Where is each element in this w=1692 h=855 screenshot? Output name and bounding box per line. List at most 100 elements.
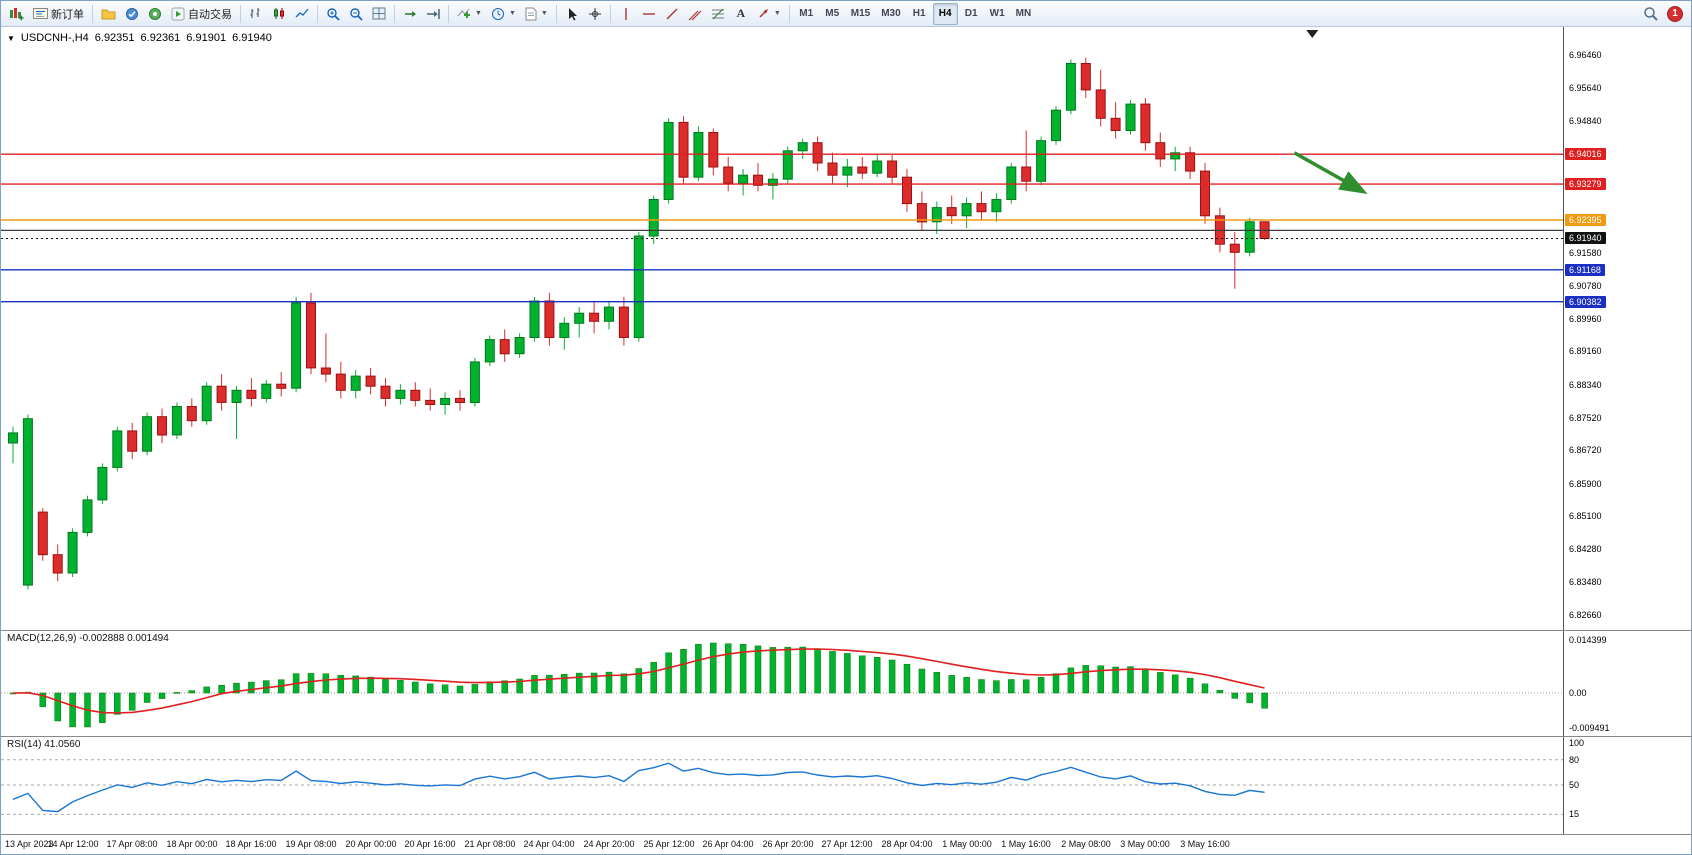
- tile-windows-button[interactable]: [368, 3, 390, 25]
- candlestick-type-button[interactable]: [268, 3, 290, 25]
- time-axis-label: 1 May 16:00: [1001, 839, 1051, 849]
- price-badge: 6.91940: [1565, 232, 1606, 244]
- search-button[interactable]: [1639, 3, 1662, 25]
- text-button[interactable]: A: [730, 3, 752, 25]
- price-badge: 6.90382: [1565, 296, 1606, 308]
- rsi-canvas[interactable]: [1, 737, 1563, 834]
- trendline-icon: [666, 8, 678, 19]
- timeframe-m5-button[interactable]: M5: [820, 3, 845, 25]
- price-badge: 6.91168: [1565, 264, 1605, 276]
- arrows-button[interactable]: ▼: [753, 3, 785, 25]
- auto-scroll-button[interactable]: [399, 3, 421, 25]
- new-chart-button[interactable]: [5, 3, 28, 25]
- price-axis-label: 6.96460: [1569, 50, 1602, 60]
- rsi-label: RSI(14) 41.0560: [7, 739, 81, 750]
- zoom-in-icon: [327, 7, 340, 21]
- collapse-triangle-icon: ▼: [7, 33, 15, 43]
- timeframe-w1-button[interactable]: W1: [985, 3, 1010, 25]
- toolbar-separator: [394, 4, 395, 23]
- auto-trading-button[interactable]: 自动交易: [167, 3, 236, 25]
- price-axis-label: 6.91580: [1569, 248, 1602, 258]
- crosshair-button[interactable]: [584, 3, 606, 25]
- horizontal-line-icon: [642, 12, 655, 15]
- cursor-button[interactable]: [561, 3, 583, 25]
- horizontal-line-button[interactable]: [638, 3, 660, 25]
- price-axis-label: 6.83480: [1569, 577, 1602, 587]
- templates-button[interactable]: ▼: [521, 3, 552, 25]
- rsi-axis-label: 100: [1569, 738, 1585, 748]
- timeframe-mn-button[interactable]: MN: [1011, 3, 1037, 25]
- periods-button[interactable]: ▼: [487, 3, 520, 25]
- timeframe-m15-button[interactable]: M15: [846, 3, 875, 25]
- candlestick-icon: [274, 8, 284, 19]
- rsi-value: 41.0560: [44, 739, 81, 750]
- price-chart-canvas[interactable]: [1, 27, 1563, 630]
- time-axis-label: 17 Apr 08:00: [106, 839, 158, 849]
- rsi-axis-label: 15: [1569, 809, 1580, 819]
- timeframe-m30-button[interactable]: M30: [876, 3, 905, 25]
- timeframe-h1-button[interactable]: H1: [907, 3, 932, 25]
- chart-shift-button[interactable]: [422, 3, 444, 25]
- rsi-axis[interactable]: 100 80 50 15: [1563, 737, 1691, 834]
- macd-axis-max: 0.014399: [1569, 635, 1607, 645]
- time-axis-label: 26 Apr 04:00: [702, 839, 754, 849]
- search-icon: [1644, 7, 1658, 21]
- time-axis-label: 3 May 00:00: [1120, 839, 1170, 849]
- line-chart-type-button[interactable]: [291, 3, 313, 25]
- price-axis-label: 6.90780: [1569, 281, 1602, 291]
- fibonacci-button[interactable]: [707, 3, 729, 25]
- timeframe-d1-button[interactable]: D1: [959, 3, 984, 25]
- zoom-out-button[interactable]: [345, 3, 367, 25]
- compass-icon: [149, 7, 161, 20]
- macd-canvas[interactable]: [1, 631, 1563, 736]
- ohlc-close: 6.91940: [232, 32, 272, 44]
- template-doc-icon: [525, 7, 537, 20]
- zoom-in-button[interactable]: [322, 3, 344, 25]
- time-axis-label: 26 Apr 20:00: [762, 839, 814, 849]
- autotrading-play-icon: [171, 7, 185, 20]
- trendline-button[interactable]: [661, 3, 683, 25]
- price-badge: 6.94016: [1565, 148, 1606, 160]
- globe-icon: [126, 7, 138, 20]
- macd-axis[interactable]: 0.014399 0.00 -0.009491: [1563, 631, 1691, 736]
- time-axis[interactable]: 13 Apr 2023 14 Apr 12:00 17 Apr 08:00 18 Ap…: [1, 835, 1691, 854]
- price-axis-label: 6.88340: [1569, 380, 1602, 390]
- time-axis-label: 21 Apr 08:00: [464, 839, 516, 849]
- new-order-button[interactable]: 新订单: [29, 3, 88, 25]
- profiles-button[interactable]: [97, 3, 120, 25]
- rsi-axis-label: 50: [1569, 780, 1580, 790]
- chart-ohlc-header: ▼ USDCNH-,H4 6.92351 6.92361 6.91901 6.9…: [7, 32, 272, 44]
- crosshair-icon: [588, 7, 601, 20]
- time-axis-label: 13 Apr 2023: [5, 839, 54, 849]
- navigator-button[interactable]: [144, 3, 166, 25]
- macd-label: MACD(12,26,9) -0.002888 0.001494: [7, 633, 169, 644]
- notification-badge[interactable]: 1: [1667, 5, 1683, 22]
- toolbar-separator: [240, 4, 241, 23]
- chart-area: 6.96460 6.95640 6.94840 6.91580 6.90780 6.899…: [1, 27, 1691, 854]
- bar-chart-type-button[interactable]: [245, 3, 267, 25]
- time-axis-label: 14 Apr 12:00: [47, 839, 99, 849]
- channel-button[interactable]: [684, 3, 706, 25]
- vertical-line-button[interactable]: [615, 3, 637, 25]
- toolbar-separator: [92, 4, 93, 23]
- equidistant-channel-icon: [688, 10, 702, 20]
- indicators-button[interactable]: ▼: [453, 3, 486, 25]
- dropdown-arrow-icon: ▼: [475, 10, 482, 17]
- macd-main-value: -0.002888: [79, 633, 125, 644]
- symbol-label: USDCNH-,H4: [20, 32, 89, 44]
- price-chart-panel: 6.96460 6.95640 6.94840 6.91580 6.90780 6.899…: [1, 27, 1691, 631]
- line-chart-icon: [295, 8, 309, 18]
- timeframe-m1-button[interactable]: M1: [794, 3, 819, 25]
- price-axis[interactable]: 6.96460 6.95640 6.94840 6.91580 6.90780 6.899…: [1563, 27, 1691, 630]
- market-watch-button[interactable]: [121, 3, 143, 25]
- toolbar-separator: [609, 4, 611, 23]
- time-axis-label: 27 Apr 12:00: [821, 839, 873, 849]
- toolbar: 新订单 自动交易 ▼ ▼ ▼ A ▼ M1 M5 M15 M30 H1 H4 D1 W1 MN: [1, 1, 1691, 27]
- timeframe-h4-button[interactable]: H4: [932, 2, 958, 25]
- ohlc-high: 6.92361: [140, 32, 181, 44]
- new-order-icon: [33, 8, 48, 19]
- macd-panel: 0.014399 0.00 -0.009491 MACD(12,26,9) -0.0…: [1, 631, 1691, 737]
- time-axis-label: 1 May 00:00: [942, 839, 992, 849]
- rsi-panel: 100 80 50 15 RSI(14) 41.0560: [1, 737, 1691, 835]
